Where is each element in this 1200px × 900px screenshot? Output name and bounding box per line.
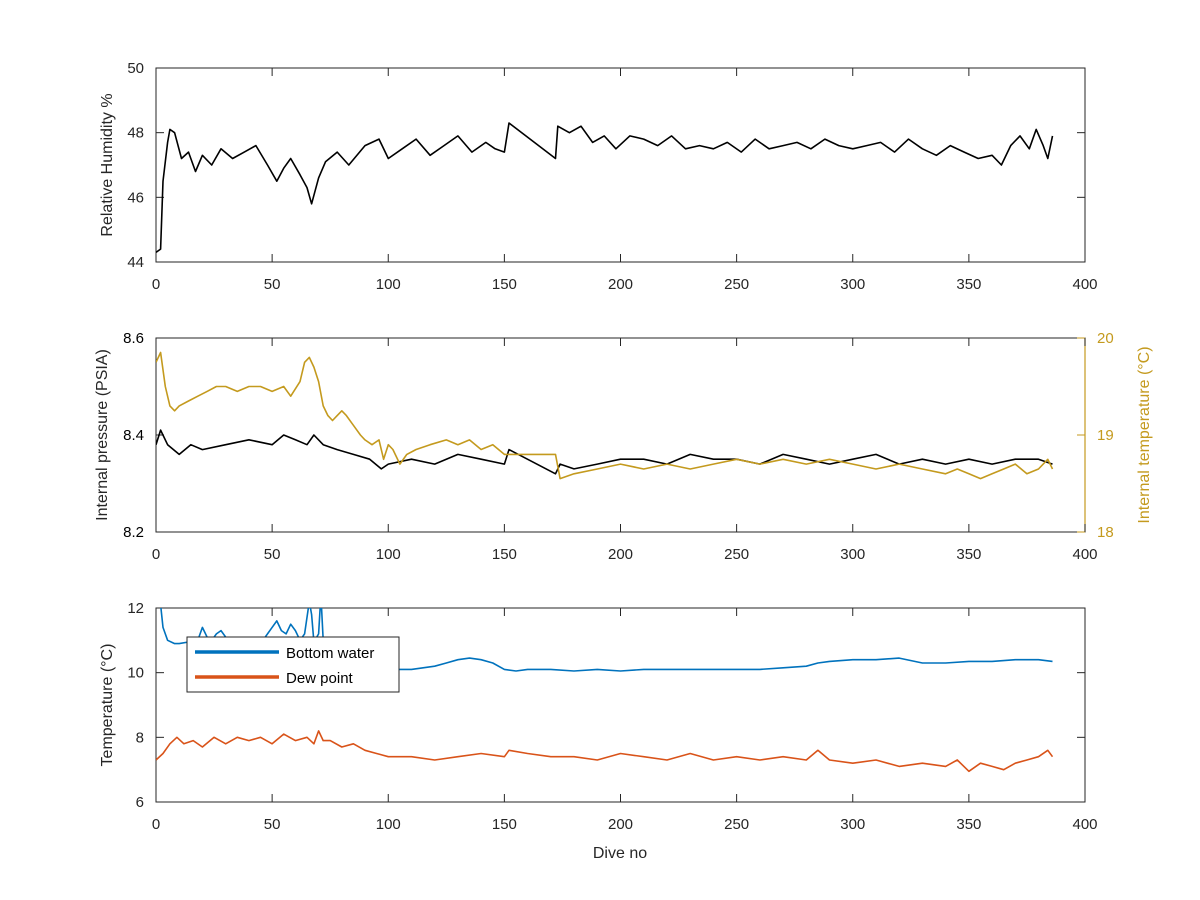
- pressure-series-line-0: [156, 429, 1053, 475]
- legend-box: [186, 636, 400, 693]
- y-tick-label: 8: [136, 729, 144, 746]
- x-tick-label: 150: [492, 546, 517, 563]
- legend: Bottom water Dew point: [186, 636, 400, 693]
- x-tick-label: 0: [152, 546, 160, 563]
- temperature-panel: 6 8 10 12 0 50 100 150 200 250 300 350 400 Temperat…: [99, 600, 1098, 862]
- y-tick-label: 48: [127, 125, 144, 142]
- humidity-series-line-0: [156, 122, 1054, 253]
- y-tick-label: 44: [127, 254, 144, 271]
- x-tick-label: 300: [840, 546, 865, 563]
- y-tick-label: 46: [127, 189, 144, 206]
- x-tick-label: 400: [1072, 816, 1097, 833]
- x-tick-label: 150: [492, 816, 517, 833]
- pressure-series: [156, 351, 1054, 480]
- right-tick-label: 18: [1097, 524, 1114, 541]
- legend-label-dew-point: Dew point: [286, 670, 354, 687]
- humidity-xticks: 0 50 100 150 200 250 300 350 400: [152, 68, 1098, 293]
- pressure-yticks: 8.2 8.4 8.6: [123, 330, 164, 541]
- x-tick-label: 150: [492, 276, 517, 293]
- x-tick-label: 350: [956, 546, 981, 563]
- pressure-axes-box: [155, 337, 1086, 533]
- internal-temperature-ylabel: Internal temperature (°C): [1136, 346, 1153, 523]
- y-tick-label: 6: [136, 794, 144, 811]
- x-tick-label: 0: [152, 816, 160, 833]
- right-tick-label: 19: [1097, 427, 1114, 444]
- x-tick-label: 300: [840, 276, 865, 293]
- x-tick-label: 50: [264, 276, 281, 293]
- x-tick-label: 100: [376, 546, 401, 563]
- x-tick-label: 300: [840, 816, 865, 833]
- x-tick-label: 200: [608, 816, 633, 833]
- x-tick-label: 250: [724, 546, 749, 563]
- legend-label-bottom-water: Bottom water: [286, 645, 374, 662]
- series-dew-point: [156, 730, 1054, 773]
- y-tick-label: 8.4: [123, 427, 144, 444]
- x-tick-label: 400: [1072, 546, 1097, 563]
- x-tick-label: 50: [264, 546, 281, 563]
- x-tick-label: 400: [1072, 276, 1097, 293]
- x-tick-label: 350: [956, 816, 981, 833]
- dive-no-xlabel: Dive no: [593, 845, 647, 862]
- humidity-axes-box: [155, 67, 1086, 263]
- x-tick-label: 50: [264, 816, 281, 833]
- x-tick-label: 250: [724, 816, 749, 833]
- temperature-panel-xticks: 0 50 100 150 200 250 300 350 400: [152, 608, 1098, 833]
- pressure-series-line-1: [156, 351, 1054, 480]
- pressure-ylabel: Internal pressure (PSIA): [94, 349, 111, 521]
- y-tick-label: 12: [127, 600, 144, 617]
- x-tick-label: 200: [608, 276, 633, 293]
- x-tick-label: 100: [376, 276, 401, 293]
- x-tick-label: 100: [376, 816, 401, 833]
- humidity-ylabel: Relative Humidity %: [99, 93, 116, 236]
- x-tick-label: 200: [608, 546, 633, 563]
- right-tick-label: 20: [1097, 330, 1114, 347]
- x-tick-label: 350: [956, 276, 981, 293]
- x-tick-label: 250: [724, 276, 749, 293]
- humidity-series: [156, 122, 1054, 253]
- humidity-panel: 44 46 48 50 0 50 100 150 200 250 300 350 400 Relati…: [99, 60, 1098, 293]
- y-tick-label: 8.6: [123, 330, 144, 347]
- temperature-panel-yticks: 6 8 10 12: [127, 600, 1085, 811]
- y-tick-label: 10: [127, 665, 144, 682]
- x-tick-label: 0: [152, 276, 160, 293]
- pressure-panel: 8.2 8.4 8.6 18 19 20 0 50 100 150 200 250 300 350 40…: [94, 330, 1153, 563]
- y-tick-label: 8.2: [123, 524, 144, 541]
- humidity-yticks: 44 46 48 50: [127, 60, 1085, 271]
- pressure-xticks: 0 50 100 150 200 250 300 350 400: [152, 338, 1098, 563]
- y-tick-label: 50: [127, 60, 144, 77]
- temperature-yticks: 18 19 20: [1077, 330, 1114, 541]
- temperature-ylabel: Temperature (°C): [99, 644, 116, 767]
